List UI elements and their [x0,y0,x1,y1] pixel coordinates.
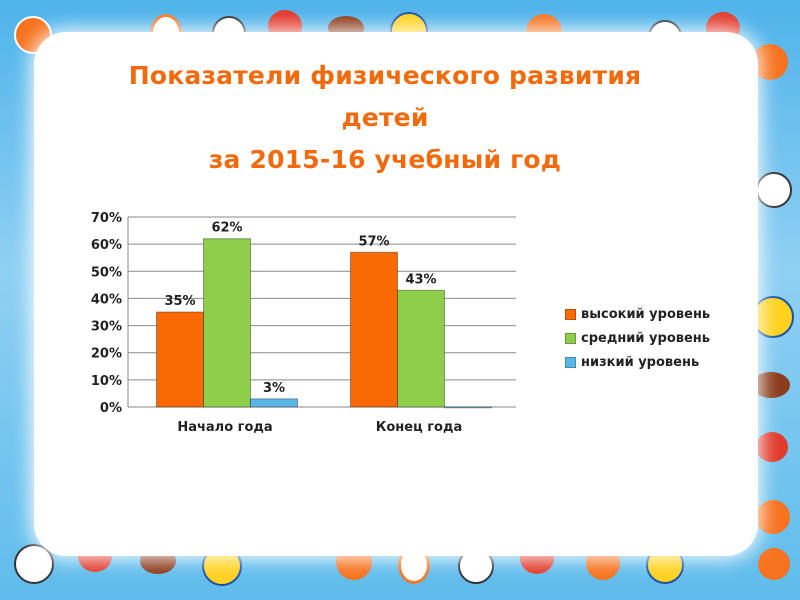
ball-icon [752,44,788,80]
y-tick-label: 10% [91,374,122,389]
ball-icon [336,544,372,580]
title-line: детей [341,103,429,132]
y-tick-label: 70% [91,211,122,226]
legend-item: средний уровень [565,326,710,350]
legend-label: низкий уровень [581,354,700,370]
legend-swatch [565,356,576,368]
volleyball-icon [752,296,794,338]
legend-item: высокий уровень [565,302,710,326]
racket-icon [398,546,430,584]
legend-item: низкий уровень [565,350,710,374]
football-icon [140,548,176,574]
ball-icon [458,548,494,584]
data-label: 35% [164,294,195,309]
x-axis-ticks: Начало года Конец года [177,420,462,435]
y-axis-ticks: 0% 10% 20% 30% 40% 50% 60% 70% [91,211,122,416]
data-label: 57% [358,234,389,249]
ping-pong-icon [268,10,302,42]
football-icon [328,16,364,40]
bar [156,311,204,408]
x-tick-label: Начало года [177,420,272,435]
y-tick-label: 50% [91,265,122,280]
bar [203,238,251,408]
bar [444,406,492,409]
y-tick-label: 40% [91,292,122,307]
y-tick-label: 60% [91,238,122,253]
title-line: за 2015-16 учебный год [208,145,562,174]
bar [397,289,445,408]
bar [250,398,298,408]
data-label: 3% [263,381,285,396]
data-label: 62% [211,221,242,236]
football-icon [752,372,790,398]
slide-title: Показатели физического развития детей за… [0,55,770,181]
legend-swatch [565,332,576,344]
chart-legend: высокий уровень средний уровень низкий уро… [565,302,710,374]
ball-icon [586,546,620,580]
ball-icon [756,500,790,534]
ball-icon [14,544,54,584]
ball-icon [758,548,790,580]
bars [156,238,492,409]
volleyball-icon [202,546,242,586]
title-line: Показатели физического развития [128,61,642,90]
data-label: 43% [405,272,436,287]
y-tick-label: 20% [91,347,122,362]
x-tick-label: Конец года [376,420,463,435]
ball-icon [756,172,792,208]
ping-pong-icon [756,432,788,462]
y-tick-label: 30% [91,320,122,335]
legend-label: средний уровень [581,330,711,346]
data-labels: 35% 62% 3% 57% 43% [164,221,436,396]
bar [350,251,398,408]
legend-swatch [565,308,576,320]
ball-icon [14,16,52,54]
y-tick-label: 0% [100,401,122,416]
legend-label: высокий уровень [581,306,711,322]
